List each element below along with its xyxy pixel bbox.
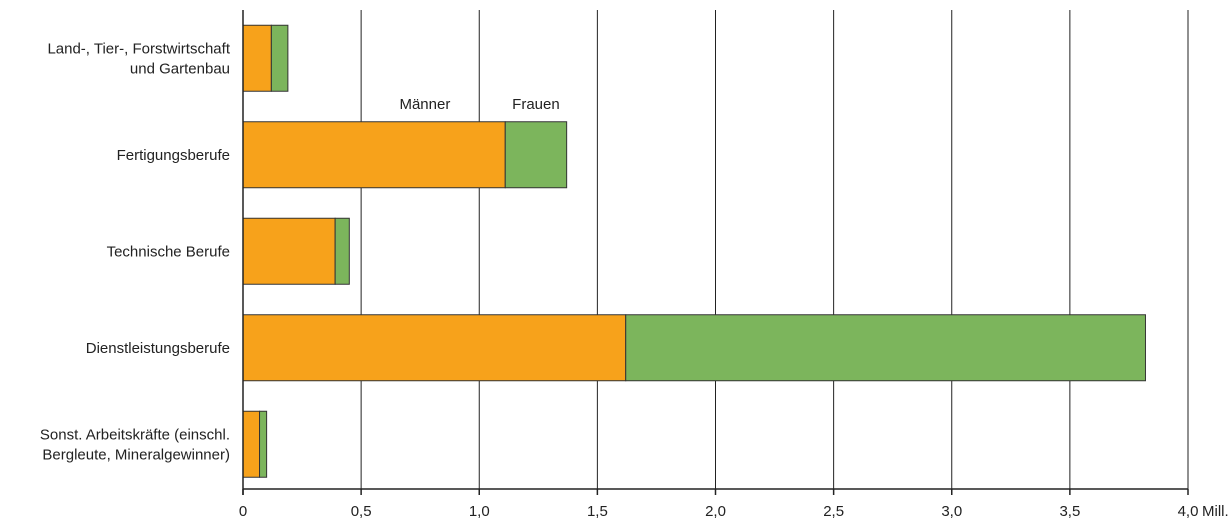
x-tick-label: 3,0 [941, 503, 962, 520]
x-tick-label: 3,5 [1059, 503, 1080, 520]
category-label-line: Technische Berufe [107, 243, 230, 260]
bar-segment-maenner [242, 121, 506, 189]
bar-segment-frauen [625, 314, 1146, 382]
bar-segment-frauen [259, 410, 268, 478]
category-label-line: Sonst. Arbeitskräfte (einschl. [40, 426, 230, 443]
bar-segment-frauen [334, 217, 350, 285]
bar-segment-frauen [504, 121, 568, 189]
category-label-line: und Gartenbau [130, 60, 230, 77]
x-tick-label: 2,0 [705, 503, 726, 520]
x-unit-label: Mill. [1202, 503, 1229, 520]
category-label: Land-, Tier-, Forstwirtschaft und Gartenb… [47, 40, 230, 77]
category-label: Sonst. Arbeitskräfte (einschl. Bergleute,… [40, 426, 230, 463]
bar-segment-maenner [242, 314, 627, 382]
category-label: Technische Berufe [107, 243, 230, 260]
bar-segment-frauen [270, 24, 289, 92]
category-label: Dienstleistungsberufe [86, 340, 230, 357]
bar-segment-maenner [242, 24, 272, 92]
category-label-line: Fertigungsberufe [117, 147, 230, 164]
bar-segment-maenner [242, 217, 336, 285]
x-tick-label: 1,0 [469, 503, 490, 520]
x-tick-label: 0,5 [351, 503, 372, 520]
category-label-line: Land-, Tier-, Forstwirtschaft [47, 40, 230, 57]
category-label-line: Dienstleistungsberufe [86, 340, 230, 357]
category-label-line: Bergleute, Mineralgewinner) [42, 446, 230, 463]
legend-label-frauen: Frauen [512, 96, 560, 113]
x-tick-label: 0 [239, 503, 247, 520]
x-tick-label: 4,0 [1178, 503, 1199, 520]
bar-segment-maenner [242, 410, 261, 478]
category-label: Fertigungsberufe [117, 147, 230, 164]
legend-label-maenner: Männer [399, 96, 450, 113]
x-tick-label: 2,5 [823, 503, 844, 520]
x-tick-label: 1,5 [587, 503, 608, 520]
